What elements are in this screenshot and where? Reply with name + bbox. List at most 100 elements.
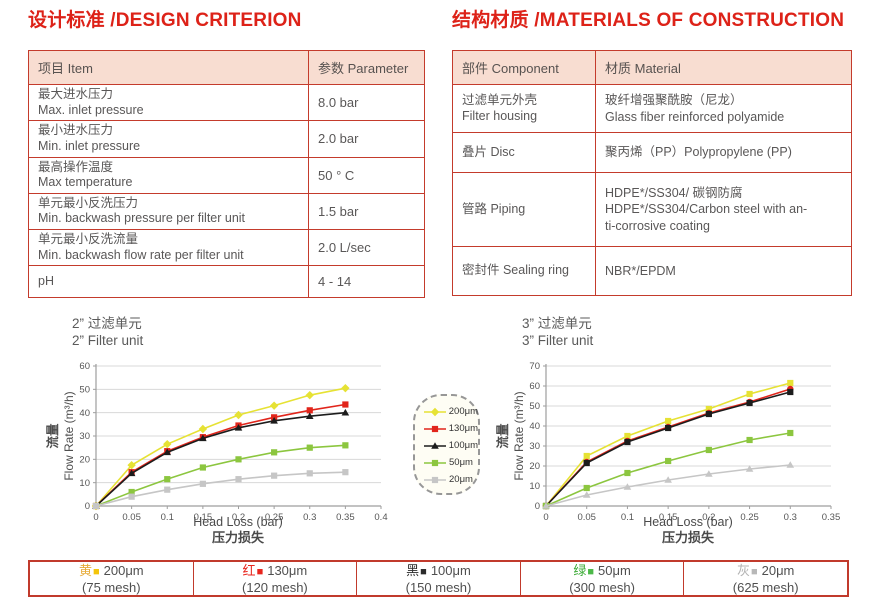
data-point-marker <box>746 399 753 407</box>
x-tick-label: 0.3 <box>784 512 797 523</box>
design-header-parameter: 参数 Parameter <box>308 50 425 85</box>
legend-label: 200μm <box>448 406 478 417</box>
mesh-count-label: (625 mesh) <box>732 580 799 595</box>
x-tick-label: 0.2 <box>232 512 245 523</box>
data-point-marker <box>787 379 794 387</box>
micron-label: 50μm <box>598 563 631 578</box>
table-row: 管路 Piping HDPE*/SS304/ 碳钢防腐 HDPE*/SS304/Ca… <box>452 172 852 247</box>
color-name-char: 绿 <box>573 563 587 578</box>
y-tick-label: 60 <box>529 381 540 392</box>
mesh-count-label: (150 mesh) <box>405 580 472 595</box>
parameter-cell: 50 ° C <box>308 156 425 194</box>
component-zh: 叠片 Disc <box>462 144 515 159</box>
material-cell: NBR*/EPDM <box>595 246 852 296</box>
data-point-marker <box>306 407 313 414</box>
design-criterion-table: 项目 Item 参数 Parameter 最大进水压力 Max. inlet pr… <box>28 50 425 299</box>
table-row: 单元最小反洗流量 Min. backwash flow rate per filt… <box>28 228 425 267</box>
table-row: 过滤单元外壳 Filter housing 玻纤增强聚酰胺（尼龙） Glass fib… <box>452 84 852 133</box>
mesh-legend-cell: 灰■ 20μm (625 mesh) <box>683 562 847 595</box>
x-tick-label: 0.3 <box>303 512 316 523</box>
legend-marker-icon <box>424 425 446 432</box>
item-cell: 最高操作温度 Max temperature <box>28 156 309 194</box>
parameter-cell: 2.0 bar <box>308 120 425 158</box>
item-cell: pH <box>28 265 309 299</box>
component-cell: 管路 Piping <box>452 172 596 247</box>
y-tick-label: 40 <box>529 421 540 432</box>
data-point-marker <box>164 486 171 493</box>
y-tick-label: 50 <box>529 401 540 412</box>
legend-marker-icon <box>424 407 446 416</box>
x-tick-label: 0.25 <box>740 512 759 523</box>
data-point-marker <box>705 470 713 477</box>
item-en: Max temperature <box>38 175 133 190</box>
data-point-marker <box>235 456 242 463</box>
chart-title-3inch-zh: 3” 过滤单元 <box>522 316 592 331</box>
data-point-marker <box>341 383 350 393</box>
x-tick-label: 0.05 <box>577 512 596 523</box>
color-swatch: ■ <box>92 566 100 578</box>
item-cell: 单元最小反洗压力 Min. backwash pressure per filte… <box>28 192 309 231</box>
item-zh: 单元最小反洗压力 <box>38 195 139 210</box>
table-header-row: 项目 Item 参数 Parameter <box>28 50 425 85</box>
legend-item: 200μm <box>423 403 478 420</box>
mesh-size-legend-strip: 黄■ 200μm (75 mesh) 红■ 130μm (120 mesh) 黑■ 100μm… <box>28 560 849 597</box>
y-tick-label: 40 <box>79 408 90 419</box>
legend-marker-icon <box>424 459 446 466</box>
data-point-marker <box>542 502 550 509</box>
data-point-marker <box>235 476 242 483</box>
data-point-marker <box>164 476 171 483</box>
y-tick-label: 0 <box>535 501 540 512</box>
mesh-count-label: (120 mesh) <box>242 580 308 595</box>
x-tick-label: 0.2 <box>702 512 715 523</box>
data-point-marker <box>234 424 243 431</box>
micron-label: 100μm <box>430 563 471 578</box>
series-line-100μm <box>545 391 791 507</box>
color-swatch: ■ <box>587 566 595 578</box>
series-line-20μm <box>95 471 346 507</box>
item-zh: pH <box>38 273 54 288</box>
x-tick-label: 0.1 <box>621 512 634 523</box>
data-point-marker <box>583 452 590 460</box>
color-name-char: 黑 <box>406 563 420 578</box>
legend-label: 100μm <box>448 440 478 451</box>
mesh-count-label: (300 mesh) <box>569 580 635 595</box>
parameter-cell: 1.5 bar <box>308 192 425 231</box>
x-tick-label: 0.35 <box>336 512 355 523</box>
y-tick-label: 10 <box>79 478 90 489</box>
data-point-marker <box>341 408 350 416</box>
material-line: NBR*/EPDM <box>605 263 676 278</box>
color-swatch: ■ <box>420 566 427 578</box>
data-point-marker <box>664 476 672 483</box>
legend-marker-icon <box>424 476 446 483</box>
x-tick-label: 0.15 <box>659 512 678 523</box>
mesh-legend-cell: 绿■ 50μm (300 mesh) <box>519 562 684 595</box>
x-tick-label: 0.15 <box>194 512 213 523</box>
material-line: HDPE*/SS304/ 碳钢防腐 <box>605 186 743 201</box>
legend-item: 130μm <box>423 420 478 437</box>
data-point-marker <box>431 425 439 432</box>
legend-item: 50μm <box>423 454 478 471</box>
data-point-marker <box>787 388 794 396</box>
item-zh: 最大进水压力 <box>38 87 114 101</box>
data-point-marker <box>342 469 349 476</box>
item-cell: 最小进水压力 Min. inlet pressure <box>28 120 309 158</box>
series-legend: 200μm 130μm 100μm 50μm 20μm <box>413 394 480 495</box>
data-point-marker <box>665 457 672 465</box>
table-row: 单元最小反洗压力 Min. backwash pressure per filte… <box>28 192 425 231</box>
item-cell: 单元最小反洗流量 Min. backwash flow rate per filt… <box>28 228 309 267</box>
y-tick-label: 10 <box>529 481 540 492</box>
materials-table: 部件 Component 材质 Material 过滤单元外壳 Filter ho… <box>452 50 852 296</box>
table-row: pH 4 - 14 <box>28 265 425 299</box>
data-point-marker <box>787 429 794 437</box>
y-tick-label: 60 <box>79 361 90 372</box>
chart-title-3inch-en: 3” Filter unit <box>522 333 594 348</box>
data-point-marker <box>665 417 672 425</box>
materials-header-material: 材质 Material <box>595 50 852 85</box>
material-line: ti-corrosive coating <box>605 218 710 233</box>
data-point-marker <box>306 470 313 477</box>
micron-label: 200μm <box>103 563 144 578</box>
data-point-marker <box>305 412 314 419</box>
table-row: 密封件 Sealing ring NBR*/EPDM <box>452 246 852 296</box>
data-point-marker <box>745 465 754 472</box>
component-zh: 过滤单元外壳 <box>462 92 538 107</box>
